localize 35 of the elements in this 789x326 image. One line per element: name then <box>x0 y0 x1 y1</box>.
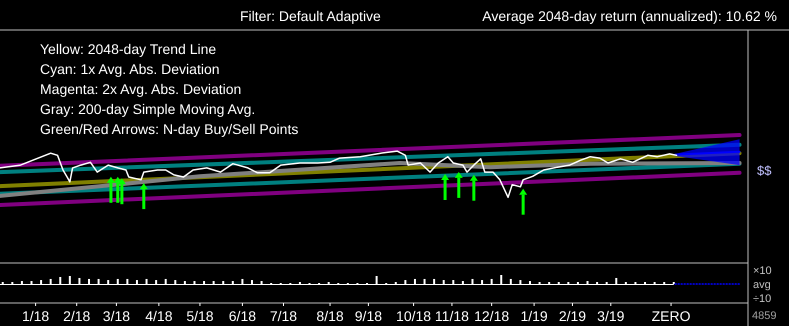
x-tick-label: 10/18 <box>396 308 432 324</box>
point <box>140 183 148 190</box>
point <box>519 188 528 195</box>
chart-title: Average 2048-day return (annualized): 10.62 % <box>482 8 777 24</box>
x-tick-label: 11/18 <box>434 308 470 324</box>
x-tick-label: ZERO <box>652 308 691 324</box>
chart-subtitle: Filter: Default Adaptive <box>240 8 382 24</box>
point <box>106 176 115 183</box>
x-tick-label: 2/18 <box>63 308 91 324</box>
x-tick-label: 1/19 <box>520 308 548 324</box>
x-tick-label: 4/18 <box>145 308 173 324</box>
point <box>470 174 478 181</box>
x-tick-label: 9/18 <box>354 308 382 324</box>
x-tick-label: 1/18 <box>22 308 50 324</box>
text: ÷10 <box>753 293 772 305</box>
x-tick-label: 5/18 <box>186 308 214 324</box>
x-tick-label: 7/18 <box>270 308 298 324</box>
text: Yellow: 2048-day Trend Line <box>40 41 216 57</box>
text: Gray: 200-day Simple Moving Avg. <box>40 101 256 117</box>
annotation: Green/Red Arrows: N-day Buy/Sell Points <box>40 121 298 137</box>
x-tick-label: 3/19 <box>597 308 625 324</box>
x-tick-label: 3/18 <box>102 308 130 324</box>
point <box>118 178 126 184</box>
x-tick-label: 6/18 <box>228 308 256 324</box>
text: ×10 <box>753 265 772 277</box>
text: Magenta: 2x Avg. Abs. Deviation <box>40 81 242 97</box>
point <box>441 174 450 180</box>
point <box>454 172 463 178</box>
text: avg <box>753 279 771 291</box>
text: 4859 <box>752 310 776 322</box>
x-tick-label: 2/19 <box>558 308 586 324</box>
x-tick-label: 12/18 <box>474 308 510 324</box>
y-axis-title: $$ <box>757 163 772 178</box>
x-tick-label: 8/18 <box>316 308 344 324</box>
text: Cyan: 1x Avg. Abs. Deviation <box>40 61 220 77</box>
